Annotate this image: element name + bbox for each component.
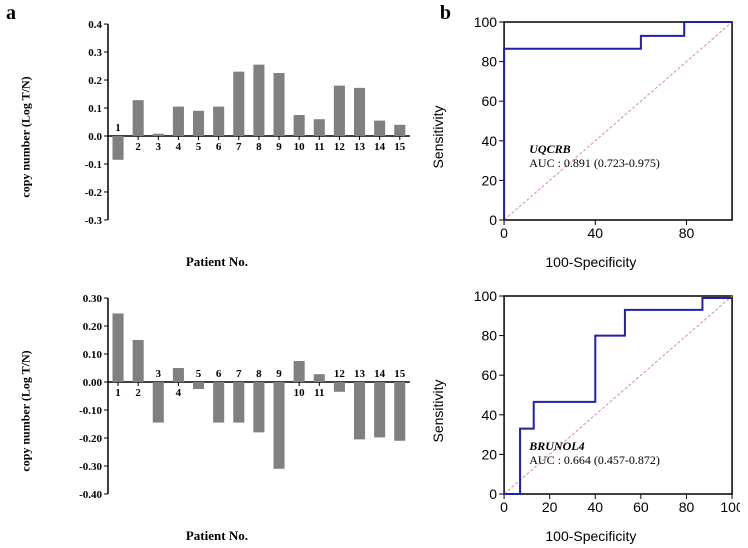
svg-text:80: 80 — [679, 225, 695, 241]
svg-text:-0.2: -0.2 — [85, 187, 103, 199]
svg-text:1: 1 — [115, 387, 121, 399]
svg-text:4: 4 — [176, 141, 182, 153]
svg-text:10: 10 — [294, 141, 305, 153]
svg-text:60: 60 — [481, 367, 497, 383]
svg-text:20: 20 — [481, 446, 497, 462]
roc-uqcrb-auc: AUC : 0.891 (0.723-0.975) — [529, 156, 660, 170]
svg-text:0: 0 — [489, 486, 497, 502]
svg-text:40: 40 — [587, 225, 603, 241]
uqcrb-y-label: Fold change in UQCRB gene copy number (L… — [0, 7, 59, 267]
svg-text:0: 0 — [500, 499, 508, 515]
svg-text:-0.40: -0.40 — [79, 489, 102, 501]
uqcrb-y-label-line2: copy number (Log T/N) — [19, 7, 32, 267]
svg-text:0.20: 0.20 — [83, 321, 103, 333]
svg-text:6: 6 — [216, 368, 222, 380]
svg-text:8: 8 — [256, 368, 262, 380]
svg-text:0.3: 0.3 — [88, 47, 102, 59]
svg-text:15: 15 — [394, 368, 405, 380]
roc-uqcrb-xlabel: 100-Specificity — [434, 254, 748, 270]
svg-text:0: 0 — [500, 225, 508, 241]
uqcrb-bar-cell: Fold change in UQCRB gene copy number (L… — [0, 0, 434, 274]
uqcrb-bar-chart: -0.3-0.2-0.10.00.10.20.30.41234567891011… — [70, 18, 416, 238]
svg-text:15: 15 — [394, 141, 405, 153]
svg-text:100: 100 — [720, 499, 740, 515]
svg-text:12: 12 — [334, 141, 345, 153]
svg-text:60: 60 — [633, 499, 649, 515]
roc-uqcrb-inset: UQCRB AUC : 0.891 (0.723-0.975) — [529, 142, 660, 171]
panel-label-b: b — [440, 2, 451, 25]
roc-brunol4-xlabel: 100-Specificity — [434, 528, 748, 544]
svg-text:10: 10 — [294, 387, 305, 399]
svg-text:14: 14 — [374, 368, 385, 380]
svg-text:0.10: 0.10 — [83, 349, 103, 361]
svg-text:100: 100 — [474, 14, 498, 30]
roc-brunol4-chart: 0 20 40 60 80 100 0 20 40 60 80 100 BRUNOL4 AUC : 0… — [470, 288, 740, 520]
svg-text:0.1: 0.1 — [88, 103, 102, 115]
roc-brunol4-ylabel: Sensitivity — [430, 379, 446, 442]
svg-text:5: 5 — [196, 141, 202, 153]
svg-text:0.30: 0.30 — [83, 293, 103, 305]
roc-uqcrb-cell: Sensitivity 02040608010004080 UQCRB AUC … — [434, 0, 748, 274]
svg-text:4: 4 — [176, 387, 182, 399]
svg-text:11: 11 — [314, 141, 324, 153]
svg-text:9: 9 — [276, 141, 282, 153]
column-b: b Sensitivity 02040608010004080 UQCRB AU… — [434, 0, 748, 548]
svg-text:40: 40 — [481, 133, 497, 149]
svg-text:40: 40 — [587, 499, 603, 515]
svg-text:3: 3 — [156, 141, 162, 153]
svg-text:9: 9 — [276, 368, 282, 380]
svg-text:-0.20: -0.20 — [79, 433, 102, 445]
roc-brunol4-gene: BRUNOL4 — [529, 439, 584, 453]
figure-root: a Fold change in UQCRB gene copy number … — [0, 0, 748, 548]
roc-uqcrb-ylabel: Sensitivity — [430, 105, 446, 168]
brunol4-y-label-line2: copy number (Log T/N) — [19, 281, 32, 541]
svg-text:11: 11 — [314, 387, 324, 399]
svg-text:40: 40 — [481, 407, 497, 423]
svg-text:13: 13 — [354, 141, 365, 153]
svg-text:2: 2 — [135, 387, 141, 399]
svg-text:60: 60 — [481, 93, 497, 109]
svg-text:14: 14 — [374, 141, 385, 153]
svg-text:0.4: 0.4 — [88, 19, 102, 31]
svg-text:7: 7 — [236, 368, 242, 380]
svg-text:20: 20 — [542, 499, 558, 515]
svg-text:2: 2 — [135, 141, 141, 153]
svg-text:0: 0 — [489, 212, 497, 228]
svg-text:7: 7 — [236, 141, 242, 153]
svg-text:-0.3: -0.3 — [85, 215, 103, 227]
brunol4-x-label: Patient No. — [0, 528, 434, 544]
brunol4-bar-cell: Fold change in BRUNOL4 gene copy number … — [0, 274, 434, 548]
svg-text:0.0: 0.0 — [88, 131, 102, 143]
svg-text:0.2: 0.2 — [88, 75, 102, 87]
svg-text:0.00: 0.00 — [83, 377, 103, 389]
brunol4-y-label: Fold change in BRUNOL4 gene copy number … — [0, 281, 59, 541]
svg-text:20: 20 — [481, 172, 497, 188]
svg-text:80: 80 — [679, 499, 695, 515]
svg-text:-0.10: -0.10 — [79, 405, 102, 417]
roc-uqcrb-gene: UQCRB — [529, 142, 570, 156]
roc-brunol4-cell: Sensitivity 020406080100020406080100 BRU… — [434, 274, 748, 548]
svg-text:-0.30: -0.30 — [79, 461, 102, 473]
svg-text:80: 80 — [481, 54, 497, 70]
brunol4-bar-chart: -0.40-0.30-0.20-0.100.000.100.200.301234… — [70, 292, 416, 512]
roc-brunol4-auc: AUC : 0.664 (0.457-0.872) — [529, 453, 660, 467]
svg-text:5: 5 — [196, 368, 202, 380]
panel-label-a: a — [6, 2, 16, 25]
svg-text:13: 13 — [354, 368, 365, 380]
svg-text:100: 100 — [474, 288, 498, 304]
svg-text:12: 12 — [334, 368, 345, 380]
svg-text:80: 80 — [481, 328, 497, 344]
svg-text:6: 6 — [216, 141, 222, 153]
svg-text:-0.1: -0.1 — [85, 159, 102, 171]
svg-text:3: 3 — [156, 368, 162, 380]
roc-brunol4-inset: BRUNOL4 AUC : 0.664 (0.457-0.872) — [529, 439, 660, 468]
roc-uqcrb-chart: 0 20 40 60 80 100 0 40 80 UQCRB AUC : 0.891 (0.7… — [470, 14, 740, 246]
column-a: a Fold change in UQCRB gene copy number … — [0, 0, 434, 548]
uqcrb-x-label: Patient No. — [0, 254, 434, 270]
svg-text:8: 8 — [256, 141, 262, 153]
svg-text:1: 1 — [115, 122, 121, 134]
